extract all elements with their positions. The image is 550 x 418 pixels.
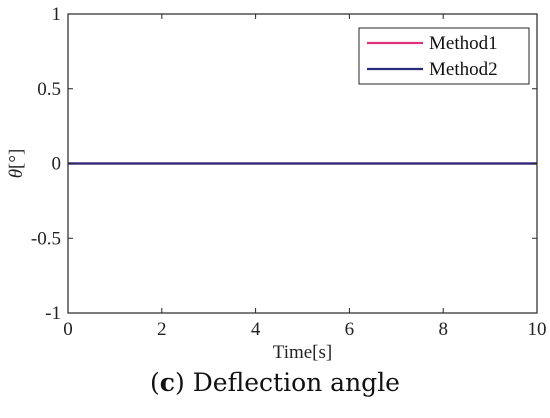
- legend: Method1 Method2: [358, 27, 530, 85]
- x-axis-title: Time[s]: [273, 342, 332, 363]
- x-tick-label: 6: [345, 319, 355, 340]
- y-axis-title-symbol: θ: [6, 169, 27, 178]
- axes: 0 2 4 6 8 10 -1 -0.5 0 0.5 1: [31, 4, 547, 340]
- legend-label-method1: Method1: [429, 33, 498, 54]
- figure-caption: (c) Deflection angle: [0, 368, 550, 397]
- y-axis-title: θ[°]: [6, 149, 27, 179]
- caption-label: c: [159, 368, 176, 397]
- y-axis-title-unit: [°]: [6, 149, 27, 169]
- y-tick-label: -0.5: [31, 228, 61, 249]
- x-tick-label: 8: [438, 319, 448, 340]
- x-tick-label: 4: [251, 319, 261, 340]
- y-tick-label: 1: [52, 4, 62, 25]
- legend-label-method2: Method2: [429, 59, 498, 80]
- caption-close-paren: ): [175, 368, 185, 397]
- x-tick-label: 10: [528, 319, 547, 340]
- x-tick-label: 2: [157, 319, 167, 340]
- caption-open-paren: (: [150, 368, 160, 397]
- y-tick-label: -1: [45, 303, 61, 324]
- y-tick-label: 0: [52, 154, 62, 175]
- caption-text: Deflection angle: [184, 368, 400, 397]
- y-tick-label: 0.5: [37, 79, 61, 100]
- x-tick-label: 0: [63, 319, 73, 340]
- chart: 0 2 4 6 8 10 -1 -0.5 0 0.5 1 Method1 Method2 Time[s…: [6, 4, 547, 363]
- legend-box: [358, 27, 530, 85]
